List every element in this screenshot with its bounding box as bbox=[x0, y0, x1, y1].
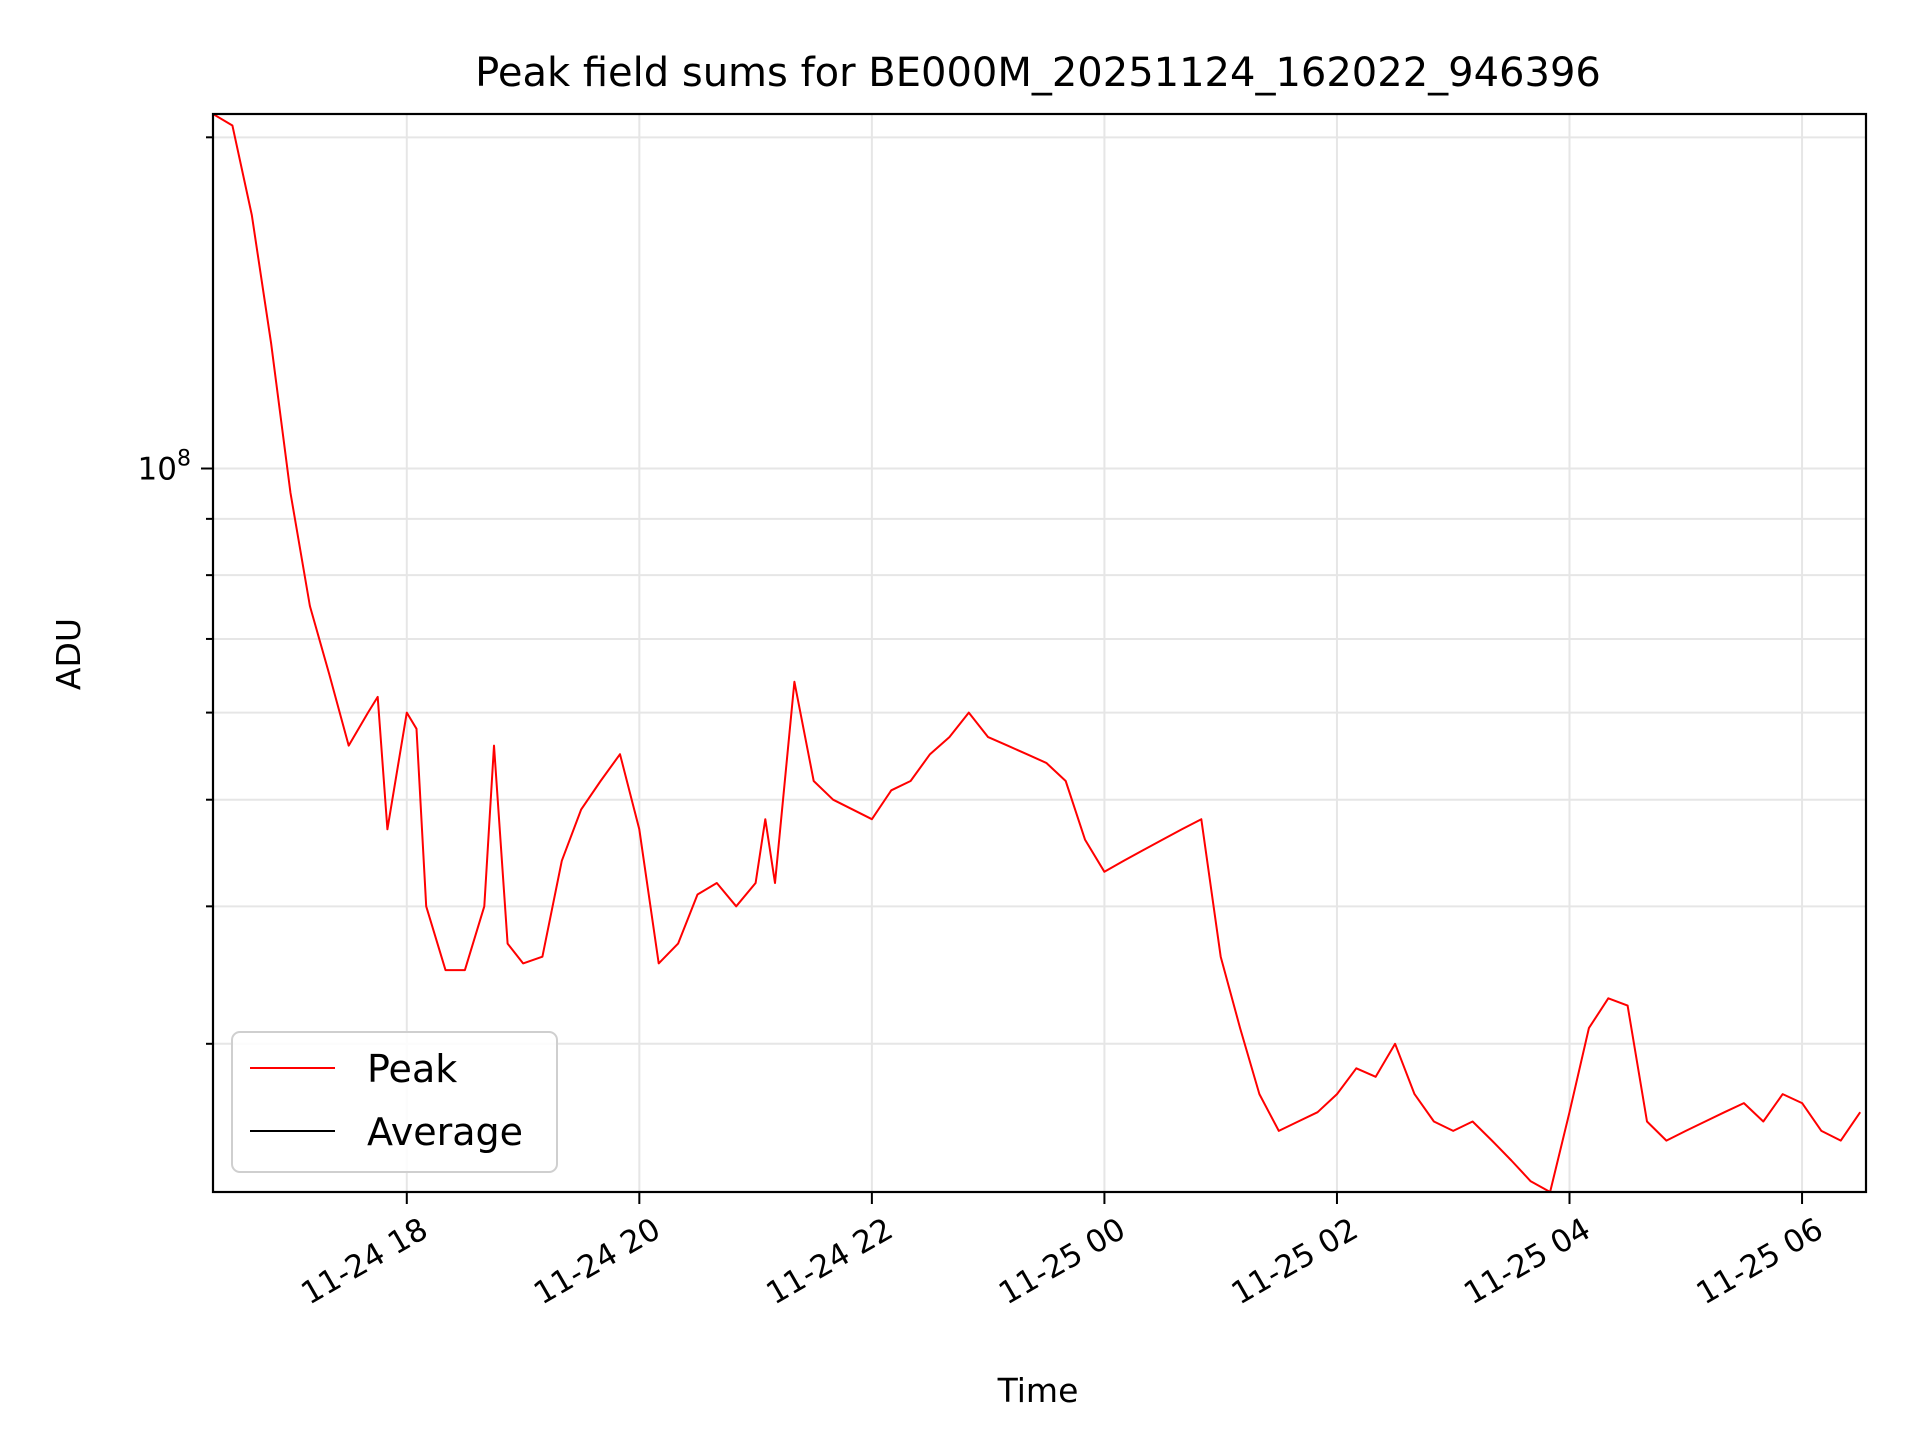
y-axis-label: ADU bbox=[49, 618, 88, 690]
legend-label-average: Average bbox=[367, 1110, 523, 1154]
plot-frame bbox=[211, 112, 1868, 1194]
y-axis: 108 bbox=[138, 136, 213, 1045]
legend: Peak Average bbox=[231, 1031, 558, 1173]
grid bbox=[213, 114, 1866, 1192]
chart-title: Peak field sums for BE000M_20251124_1620… bbox=[475, 50, 1601, 96]
x-axis-label: Time bbox=[997, 1371, 1079, 1410]
series-line-peak bbox=[213, 114, 1862, 1192]
series-layer bbox=[213, 114, 1862, 1192]
y-tick-label: 108 bbox=[138, 447, 191, 488]
legend-label-peak: Peak bbox=[367, 1047, 457, 1091]
